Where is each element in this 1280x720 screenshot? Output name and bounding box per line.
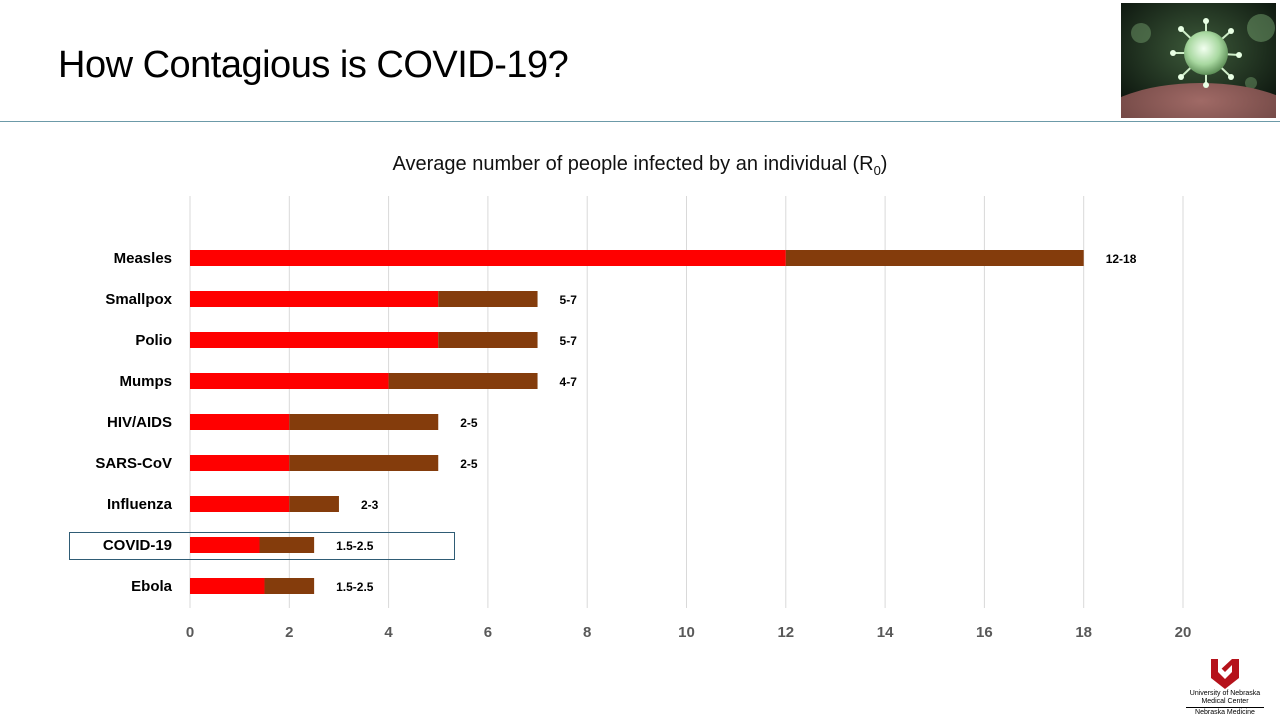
bar-upper (289, 496, 339, 512)
x-tick-label: 12 (777, 624, 794, 641)
bar-lower (190, 537, 260, 553)
category-label: SARS-CoV (95, 455, 172, 472)
data-label: 2-5 (460, 457, 478, 471)
bar-lower (190, 496, 290, 512)
category-label: Ebola (131, 578, 172, 595)
bar-upper (438, 332, 538, 348)
data-label: 1.5-2.5 (336, 580, 374, 594)
data-label: 2-3 (361, 498, 379, 512)
data-label: 12-18 (1106, 252, 1137, 266)
category-label: Measles (114, 250, 172, 267)
logo-divider (1186, 707, 1264, 708)
bar-upper (289, 455, 439, 471)
x-tick-label: 8 (583, 624, 591, 641)
coronavirus-image (1121, 3, 1276, 118)
x-tick-label: 0 (186, 624, 194, 641)
slide-title: How Contagious is COVID-19? (58, 44, 569, 86)
data-label: 5-7 (560, 293, 578, 307)
category-label: Influenza (107, 496, 173, 513)
covid-highlight-box (69, 532, 455, 560)
bar-upper (785, 250, 1084, 266)
x-tick-label: 16 (976, 624, 993, 641)
category-label: COVID-19 (103, 537, 172, 554)
category-label: HIV/AIDS (107, 414, 172, 431)
x-tick-label: 18 (1075, 624, 1092, 641)
bar-upper (388, 373, 538, 389)
x-tick-label: 20 (1175, 624, 1192, 641)
bar-upper (259, 537, 315, 553)
unmc-n-mark-icon (1211, 659, 1239, 689)
category-label: Smallpox (105, 291, 172, 308)
bar-upper (264, 578, 315, 594)
logo-text-line1: University of Nebraska (1189, 690, 1261, 697)
bar-lower (190, 455, 290, 471)
data-label: 2-5 (460, 416, 478, 430)
x-tick-label: 6 (484, 624, 492, 641)
x-tick-label: 14 (877, 624, 894, 641)
logo-text-line2: Medical Center (1201, 698, 1249, 705)
chart-title: Average number of people infected by an … (0, 153, 1280, 178)
chart-title-subscript: 0 (873, 163, 881, 178)
data-label: 5-7 (560, 334, 578, 348)
bar-lower (190, 291, 439, 307)
x-tick-label: 4 (384, 624, 393, 641)
chart-title-text: Average number of people infected by an … (392, 153, 874, 175)
chart-title-suffix: ) (880, 153, 888, 175)
data-label: 4-7 (560, 375, 578, 389)
bar-upper (289, 414, 439, 430)
bar-lower (190, 250, 786, 266)
logo-text-line3: Nebraska Medicine (1195, 709, 1255, 716)
title-divider (0, 121, 1280, 122)
bar-upper (438, 291, 538, 307)
x-tick-label: 2 (285, 624, 293, 641)
category-label: Polio (135, 332, 172, 349)
x-tick-label: 10 (678, 624, 695, 641)
data-label: 1.5-2.5 (336, 539, 374, 553)
bar-lower (190, 332, 439, 348)
bar-lower (190, 373, 389, 389)
bar-lower (190, 578, 265, 594)
bar-lower (190, 414, 290, 430)
unmc-logo: University of Nebraska Medical Center Ne… (1180, 656, 1270, 720)
category-label: Mumps (120, 373, 173, 390)
